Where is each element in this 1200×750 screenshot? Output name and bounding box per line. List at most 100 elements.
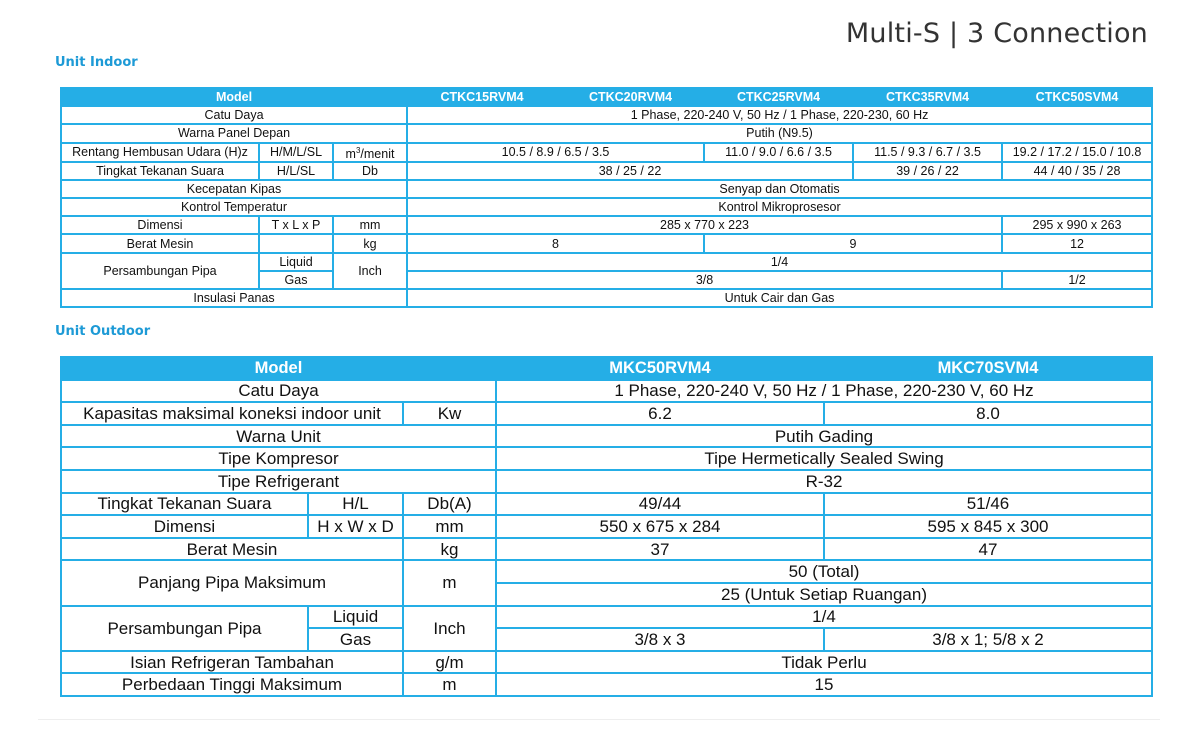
spec-unit: Db(A) (402, 491, 497, 517)
table-row: Kecepatan Kipas Senyap dan Otomatis (59, 178, 1154, 200)
spec-value: 39 / 26 / 22 (852, 160, 1004, 181)
spec-label: Persambungan Pipa (60, 251, 260, 291)
table-row: Kontrol Temperatur Kontrol Mikroprosesor (59, 197, 1154, 218)
spec-sublabel: H x W x D (307, 514, 404, 539)
spec-label: Warna Panel Depan (59, 123, 409, 144)
spec-value: 44 / 40 / 35 / 28 (1001, 160, 1154, 181)
spec-value: Tidak Perlu (495, 649, 1153, 675)
spec-value: 1 Phase, 220-240 V, 50 Hz / 1 Phase, 220… (495, 378, 1153, 404)
model-name: MKC50RVM4 (495, 356, 825, 381)
model-name: CTKC20RVM4 (556, 86, 706, 108)
spec-value: 51/46 (823, 491, 1153, 517)
spec-label: Tipe Kompresor (60, 446, 497, 471)
table-row: Catu Daya 1 Phase, 220-240 V, 50 Hz / 1 … (60, 378, 1153, 404)
spec-label: Rentang Hembusan Udara (H)z (60, 141, 260, 163)
spec-value: 1/4 (406, 251, 1154, 272)
spec-value: 550 x 675 x 284 (495, 514, 825, 539)
model-name: CTKC15RVM4 (406, 86, 559, 108)
spec-value: 47 (823, 536, 1153, 562)
spec-sublabel: T x L x P (258, 215, 334, 236)
table-row: Kapasitas maksimal koneksi indoor unit K… (60, 401, 1153, 426)
spec-value: 3/8 (406, 269, 1004, 291)
spec-label: Dimensi (60, 215, 260, 236)
spec-label: Warna Unit (60, 423, 497, 449)
spec-value: 37 (495, 536, 825, 562)
spec-value: 3/8 x 3 (495, 627, 825, 652)
table-row: Insulasi Panas Untuk Cair dan Gas (59, 288, 1154, 309)
page-title: Multi-S | 3 Connection (845, 18, 1148, 49)
spec-value: 9 (703, 233, 1004, 254)
spec-unit: Db (331, 160, 409, 181)
model-header: Model (60, 356, 497, 381)
spec-value: Tipe Hermetically Sealed Swing (495, 446, 1153, 471)
spec-label: Kontrol Temperatur (59, 197, 409, 218)
table-row: Persambungan Pipa Liquid Inch 1/4 (60, 604, 1153, 652)
spec-value: 12 (1001, 233, 1154, 254)
spec-value: 49/44 (495, 491, 825, 517)
outdoor-heading: Unit Outdoor (55, 324, 151, 339)
spec-value: 11.0 / 9.0 / 6.6 / 3.5 (703, 141, 855, 163)
table-row: Model CTKC15RVM4 CTKC20RVM4 CTKC25RVM4 C… (59, 86, 1154, 108)
spec-label: Panjang Pipa Maksimum (60, 559, 404, 607)
spec-value: 285 x 770 x 223 (406, 215, 1004, 236)
spec-value: 19.2 / 17.2 / 15.0 / 10.8 (1001, 141, 1154, 163)
spec-unit: mm (402, 514, 497, 539)
table-row: Perbedaan Tinggi Maksimum m 15 (60, 672, 1153, 697)
spec-value: 6.2 (495, 401, 825, 426)
spec-sublabel (258, 233, 334, 254)
spec-value: Senyap dan Otomatis (406, 178, 1154, 200)
spec-value: 15 (495, 672, 1153, 697)
unit-base: m (345, 146, 356, 161)
spec-label: Kecepatan Kipas (59, 178, 409, 200)
table-row: Panjang Pipa Maksimum m 50 (Total) (60, 559, 1153, 607)
spec-unit: mm (331, 215, 409, 236)
spec-sublabel: H/L/SL (258, 160, 334, 181)
spec-unit: Kw (402, 401, 497, 426)
table-row: Tingkat Tekanan Suara H/L/SL Db 38 / 25 … (60, 160, 1154, 181)
model-header: Model (59, 86, 409, 108)
table-row: Warna Unit Putih Gading (60, 423, 1153, 449)
outdoor-spec-table: Model MKC50RVM4 MKC70SVM4 Catu Daya 1 Ph… (60, 356, 1153, 697)
spec-label: Isian Refrigeran Tambahan (60, 649, 404, 675)
spec-value: 595 x 845 x 300 (823, 514, 1153, 539)
spec-label: Tingkat Tekanan Suara (60, 160, 260, 181)
footer-divider (38, 719, 1160, 720)
table-row: Gas 3/8 x 3 3/8 x 1; 5/8 x 2 (61, 627, 1153, 652)
spec-label: Insulasi Panas (59, 288, 409, 309)
table-row: 25 (Untuk Setiap Ruangan) (61, 581, 1153, 607)
spec-unit: m (402, 559, 497, 607)
spec-unit: Inch (402, 604, 497, 652)
table-row: Persambungan Pipa Liquid Inch 1/4 (60, 251, 1154, 291)
spec-label: Catu Daya (59, 105, 409, 126)
spec-label: Tipe Refrigerant (60, 468, 497, 494)
spec-value: Putih (N9.5) (406, 123, 1154, 144)
spec-unit: kg (331, 233, 409, 254)
spec-label: Persambungan Pipa (60, 604, 309, 652)
spec-value: 1/2 (1001, 269, 1154, 291)
table-row: Tingkat Tekanan Suara H/L Db(A) 49/44 51… (60, 491, 1153, 517)
spec-unit: m (402, 672, 497, 697)
table-row: Warna Panel Depan Putih (N9.5) (59, 123, 1154, 144)
table-row: Isian Refrigeran Tambahan g/m Tidak Perl… (60, 649, 1153, 675)
spec-sublabel: H/L (307, 491, 404, 517)
table-row: Tipe Kompresor Tipe Hermetically Sealed … (60, 446, 1153, 471)
spec-value: 1 Phase, 220-240 V, 50 Hz / 1 Phase, 220… (406, 105, 1154, 126)
spec-label: Berat Mesin (60, 233, 260, 254)
spec-value: 3/8 x 1; 5/8 x 2 (823, 627, 1153, 652)
table-row: Dimensi T x L x P mm 285 x 770 x 223 295… (60, 215, 1154, 236)
model-name: MKC70SVM4 (823, 356, 1153, 381)
spec-unit: m3/menit (331, 141, 409, 163)
spec-sublabel: Gas (307, 627, 404, 652)
table-row: Rentang Hembusan Udara (H)z H/M/L/SL m3/… (60, 141, 1154, 163)
spec-sublabel: Liquid (258, 251, 334, 272)
unit-tail: /menit (360, 146, 395, 161)
spec-value: 10.5 / 8.9 / 6.5 / 3.5 (406, 141, 706, 163)
spec-value: 8.0 (823, 401, 1153, 426)
indoor-spec-table: Model CTKC15RVM4 CTKC20RVM4 CTKC25RVM4 C… (59, 86, 1154, 309)
table-row: Gas 3/8 1/2 (61, 269, 1154, 291)
indoor-heading: Unit Indoor (55, 55, 138, 70)
table-row: Catu Daya 1 Phase, 220-240 V, 50 Hz / 1 … (59, 105, 1154, 126)
table-row: Dimensi H x W x D mm 550 x 675 x 284 595… (60, 514, 1153, 539)
spec-value: 8 (406, 233, 706, 254)
spec-value: 38 / 25 / 22 (406, 160, 855, 181)
